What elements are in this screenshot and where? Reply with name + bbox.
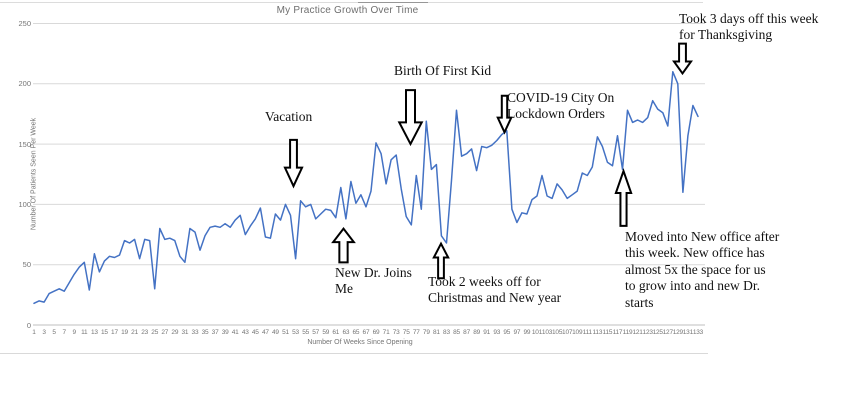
x-tick-label: 9 [72, 329, 77, 336]
y-tick-label: 100 [18, 199, 31, 209]
x-tick-label: 29 [171, 329, 179, 336]
x-tick-label: 67 [362, 329, 370, 336]
x-tick-label: 111 [582, 329, 592, 336]
x-tick-label: 83 [443, 329, 450, 336]
x-tick-label: 49 [272, 329, 279, 336]
x-tick-label: 59 [322, 329, 330, 336]
x-tick-label: 75 [402, 329, 410, 336]
y-axis-title: Number Of Patients Seen Per Week [30, 117, 38, 231]
moved-office-up-arrow-icon [615, 170, 632, 227]
annotation-covid-lockdown: COVID-19 City On Lockdown Orders [507, 90, 615, 121]
x-tick-label: 119 [622, 329, 633, 336]
x-tick-label: 13 [90, 329, 98, 336]
x-tick-label: 11 [81, 329, 88, 336]
y-tick-label: 250 [18, 19, 31, 28]
x-tick-label: 121 [632, 329, 643, 336]
top-border-line [0, 2, 703, 3]
x-tick-label: 21 [131, 329, 139, 336]
x-tick-label: 27 [161, 329, 169, 336]
covid-down-arrow-icon [497, 95, 512, 133]
x-tick-label: 99 [523, 329, 531, 336]
chart-bottom-border [0, 353, 708, 354]
x-tick-label: 105 [551, 329, 563, 336]
x-tick-label: 89 [473, 329, 481, 336]
x-tick-label: 117 [612, 329, 623, 336]
x-tick-label: 47 [261, 329, 269, 336]
x-tick-label: 93 [493, 329, 501, 336]
x-tick-label: 19 [121, 329, 128, 336]
x-tick-label: 63 [342, 329, 350, 336]
y-tick-label: 50 [22, 260, 31, 270]
x-tick-label: 87 [463, 329, 470, 336]
x-tick-label: 43 [241, 329, 249, 336]
x-tick-label: 55 [302, 329, 310, 336]
x-tick-label: 71 [382, 329, 390, 336]
y-tick-label: 200 [18, 79, 31, 89]
y-tick-label: 150 [18, 139, 31, 149]
x-axis-title: Number Of Weeks Since Opening [307, 339, 413, 346]
x-tick-label: 17 [111, 329, 118, 336]
x-tick-label: 53 [292, 329, 299, 336]
x-tick-label: 61 [332, 329, 340, 336]
x-tick-label: 123 [642, 329, 653, 336]
x-tick-label: 79 [422, 329, 430, 336]
x-tick-label: 51 [282, 329, 289, 336]
x-tick-label: 3 [42, 329, 46, 336]
annotation-new-dr-joins: New Dr. Joins Me [335, 265, 412, 296]
x-tick-label: 115 [602, 329, 613, 336]
x-tick-label: 15 [100, 329, 108, 336]
x-tick-label: 65 [352, 329, 360, 336]
annotation-thanksgiving: Took 3 days off this week for Thanksgivi… [679, 11, 819, 42]
top-border-dark-segment [358, 2, 428, 3]
x-tick-label: 109 [572, 329, 583, 336]
x-tick-label: 57 [312, 329, 320, 336]
x-tick-label: 45 [251, 329, 259, 336]
x-tick-label: 35 [201, 329, 209, 336]
vacation-down-arrow-icon [284, 139, 303, 187]
x-tick-label: 127 [662, 329, 673, 336]
x-tick-label: 41 [231, 329, 239, 336]
x-tick-label: 73 [392, 329, 400, 336]
x-tick-label: 7 [62, 329, 66, 336]
x-tick-label: 37 [211, 329, 219, 336]
patients-series-line [33, 70, 699, 305]
thanksgiving-down-arrow-icon [673, 43, 692, 74]
x-tick-label: 129 [672, 329, 683, 336]
x-tick-label: 77 [412, 329, 420, 336]
chart-title: My Practice Growth Over Time [276, 5, 419, 16]
x-tick-label: 103 [541, 329, 553, 336]
x-tick-label: 81 [432, 329, 440, 336]
x-tick-label: 23 [141, 329, 149, 336]
x-tick-label: 69 [372, 329, 380, 336]
birth-down-arrow-icon [398, 89, 423, 145]
y-tick-label: 0 [26, 320, 31, 330]
x-tick-label: 5 [52, 329, 56, 336]
annotation-christmas-break: Took 2 weeks off for Christmas and New y… [428, 274, 562, 305]
x-tick-label: 1 [32, 329, 36, 336]
x-tick-label: 31 [181, 329, 189, 336]
x-tick-label: 125 [652, 329, 663, 336]
x-tick-label: 25 [151, 329, 159, 336]
new-dr-up-arrow-icon [332, 228, 355, 263]
annotation-birth-of-first-kid: Birth Of First Kid [394, 63, 492, 78]
x-tick-label: 131 [682, 329, 694, 336]
x-tick-label: 113 [592, 329, 603, 336]
x-tick-label: 107 [562, 329, 573, 336]
annotation-moved-new-office: Moved into New office after this week. N… [625, 229, 780, 310]
x-tick-label: 39 [221, 329, 229, 336]
christmas-up-arrow-icon [433, 243, 449, 279]
x-tick-label: 101 [531, 329, 543, 336]
x-tick-label: 95 [503, 329, 511, 336]
annotation-vacation: Vacation [265, 109, 313, 124]
x-tick-label: 91 [483, 329, 491, 336]
x-tick-label: 133 [692, 329, 704, 336]
x-tick-label: 33 [191, 329, 199, 336]
gridlines [33, 23, 705, 326]
x-tick-label: 85 [453, 329, 460, 336]
x-tick-label: 97 [513, 329, 521, 336]
